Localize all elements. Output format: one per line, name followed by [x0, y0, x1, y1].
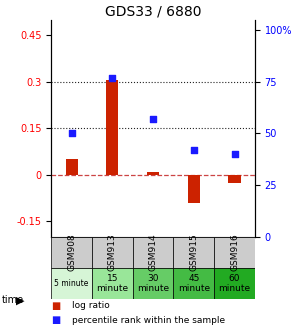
Bar — [188, 175, 200, 203]
Text: ▶: ▶ — [16, 296, 25, 305]
Text: GSM916: GSM916 — [230, 233, 239, 271]
Bar — [133, 268, 173, 299]
Text: log ratio: log ratio — [72, 301, 110, 310]
Text: ■: ■ — [51, 301, 61, 311]
Point — [192, 147, 196, 153]
Text: 45
minute: 45 minute — [178, 274, 210, 293]
Text: GSM915: GSM915 — [189, 233, 198, 271]
Bar — [214, 237, 255, 268]
Bar — [173, 237, 214, 268]
Bar — [133, 237, 173, 268]
Text: GSM914: GSM914 — [149, 234, 158, 271]
Text: time: time — [1, 296, 24, 305]
Bar — [173, 268, 214, 299]
Text: GSM913: GSM913 — [108, 233, 117, 271]
Bar — [147, 172, 159, 175]
Title: GDS33 / 6880: GDS33 / 6880 — [105, 5, 201, 18]
Text: 30
minute: 30 minute — [137, 274, 169, 293]
Bar — [106, 80, 118, 175]
Bar — [92, 268, 133, 299]
Text: ■: ■ — [51, 316, 61, 325]
Point — [151, 116, 155, 122]
Text: 15
minute: 15 minute — [96, 274, 128, 293]
Point — [69, 131, 74, 136]
Text: percentile rank within the sample: percentile rank within the sample — [72, 316, 225, 325]
Bar — [214, 268, 255, 299]
Text: 5 minute: 5 minute — [54, 279, 89, 288]
Bar — [66, 159, 78, 175]
Bar — [229, 175, 241, 183]
Point — [110, 75, 115, 80]
Bar — [92, 237, 133, 268]
Text: 60
minute: 60 minute — [219, 274, 251, 293]
Bar — [51, 268, 92, 299]
Text: GSM908: GSM908 — [67, 233, 76, 271]
Bar — [51, 237, 92, 268]
Point — [232, 152, 237, 157]
